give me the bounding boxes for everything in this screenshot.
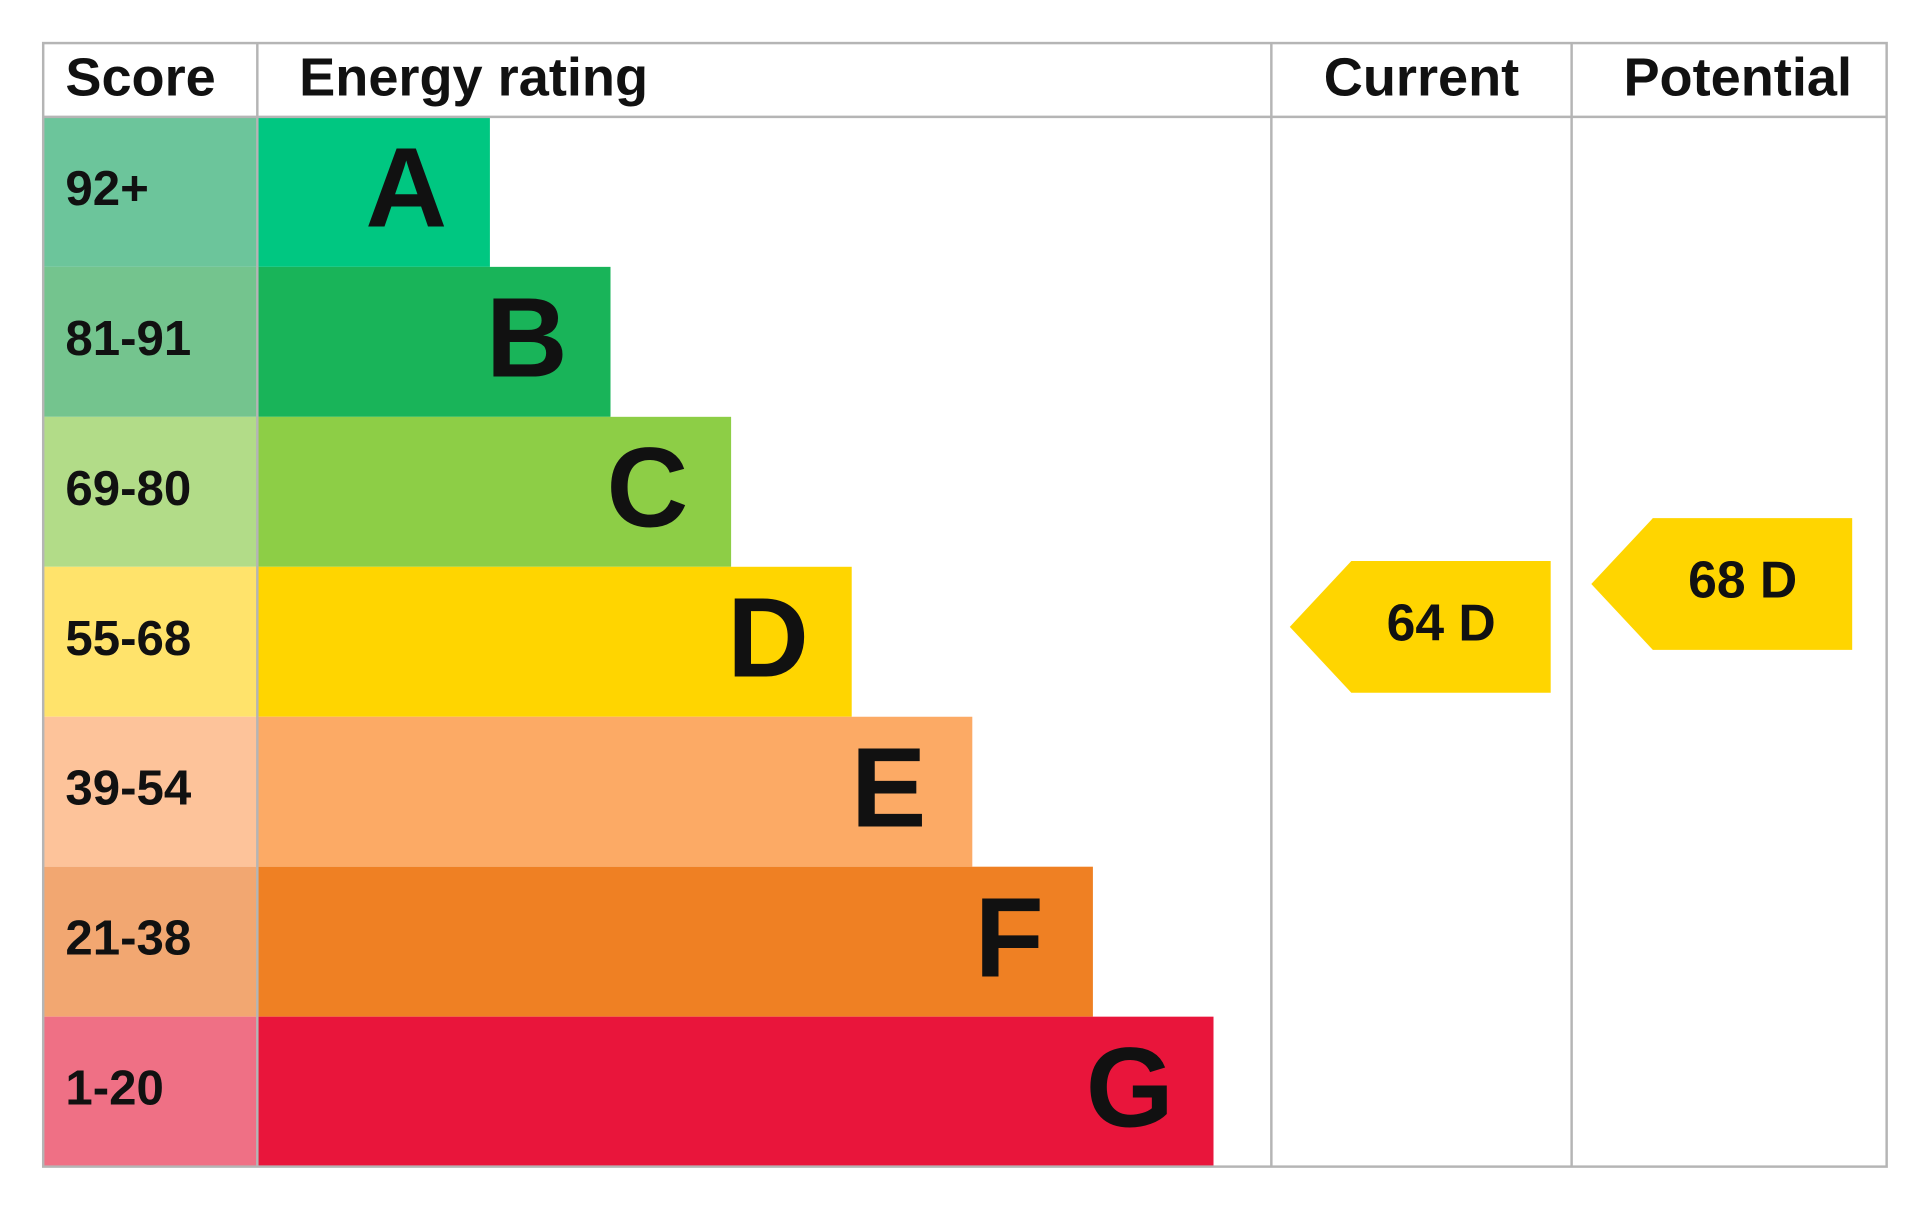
score-cell [43, 116, 258, 267]
rating-arrow [1591, 518, 1853, 650]
score-cell [43, 266, 258, 417]
column-header: Energy rating [299, 48, 648, 108]
score-range: 69-80 [65, 461, 191, 516]
table-border [41, 41, 1888, 1168]
score-range: 92+ [65, 161, 149, 216]
rating-letter: E [851, 725, 927, 851]
score-range: 21-38 [65, 911, 191, 966]
score-range: 39-54 [65, 761, 192, 816]
arrow-label: 64 D [1387, 594, 1496, 652]
rating-letter: B [486, 275, 568, 401]
rating-bar [257, 116, 490, 267]
column-header: Score [65, 48, 215, 108]
rating-bar [257, 266, 611, 417]
rating-letter: G [1086, 1024, 1174, 1150]
score-cell [43, 866, 258, 1017]
arrow-label: 68 D [1688, 551, 1797, 609]
rating-letter: F [975, 875, 1044, 1001]
column-header: Current [1324, 48, 1519, 108]
rating-letter: A [365, 125, 447, 251]
rating-letter: C [607, 425, 689, 551]
score-cell [43, 566, 258, 717]
score-range: 1-20 [65, 1061, 164, 1116]
score-range: 81-91 [65, 311, 191, 366]
rating-bar [257, 416, 732, 567]
column-header: Potential [1623, 48, 1852, 108]
rating-bar [257, 866, 1093, 1017]
score-cell [43, 416, 258, 567]
rating-bar [257, 566, 852, 717]
rating-bar [257, 1016, 1214, 1167]
rating-bar [257, 716, 973, 867]
rating-letter: D [727, 575, 809, 701]
score-range: 55-68 [65, 611, 191, 666]
rating-arrow [1289, 561, 1551, 693]
score-cell [43, 1016, 258, 1167]
score-cell [43, 716, 258, 867]
